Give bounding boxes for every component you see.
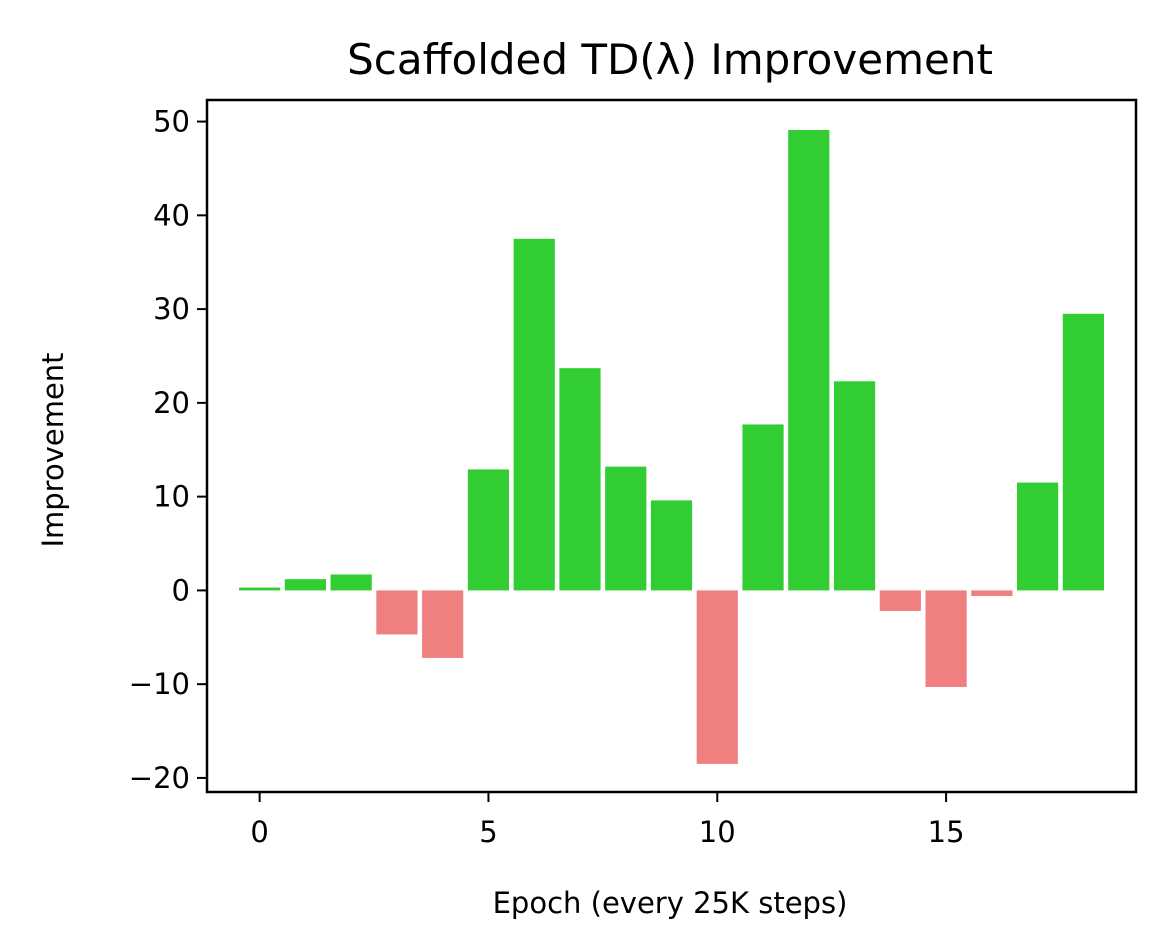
bar-epoch-17 — [1017, 482, 1059, 591]
bar-epoch-5 — [467, 469, 510, 591]
x-tick-label: 15 — [928, 815, 965, 849]
y-tick-label: −10 — [129, 667, 190, 701]
bar-epoch-15 — [925, 590, 967, 687]
y-tick-label: 40 — [153, 198, 190, 232]
bar-epoch-13 — [833, 381, 876, 591]
chart-title: Scaffolded TD(λ) Improvement — [347, 35, 993, 84]
y-tick-label: −20 — [129, 761, 190, 795]
x-tick-label: 5 — [479, 815, 497, 849]
plot-frame — [205, 98, 1138, 794]
y-axis-label: Improvement — [36, 352, 70, 547]
y-tick-label: 20 — [153, 386, 190, 420]
bar-epoch-0 — [239, 587, 281, 591]
bar-epoch-12 — [788, 130, 830, 591]
bar-epoch-6 — [513, 238, 555, 591]
bar-epoch-9 — [650, 500, 693, 591]
axes-layer: 0 5 10 15 −20 −10 0 10 20 30 40 50 — [129, 98, 1138, 849]
x-tick-label: 10 — [699, 815, 736, 849]
x-tick-label: 0 — [250, 815, 268, 849]
y-tick-label: 30 — [153, 292, 190, 326]
bar-epoch-11 — [742, 424, 784, 591]
y-tick-label: 0 — [172, 573, 190, 607]
bar-epoch-10 — [696, 590, 738, 764]
bar-epoch-3 — [376, 590, 418, 635]
bar-epoch-2 — [330, 574, 372, 591]
bars-layer — [239, 130, 1104, 764]
bar-epoch-7 — [559, 368, 601, 591]
x-axis-label: Epoch (every 25K steps) — [493, 886, 848, 920]
y-tick-label: 50 — [153, 105, 190, 139]
y-tick-label: 10 — [153, 480, 190, 514]
bar-epoch-4 — [422, 590, 464, 658]
bar-epoch-18 — [1062, 313, 1104, 591]
bar-epoch-1 — [284, 579, 326, 591]
bar-epoch-16 — [971, 590, 1013, 597]
bar-epoch-8 — [605, 466, 647, 591]
bar-epoch-14 — [879, 590, 921, 612]
